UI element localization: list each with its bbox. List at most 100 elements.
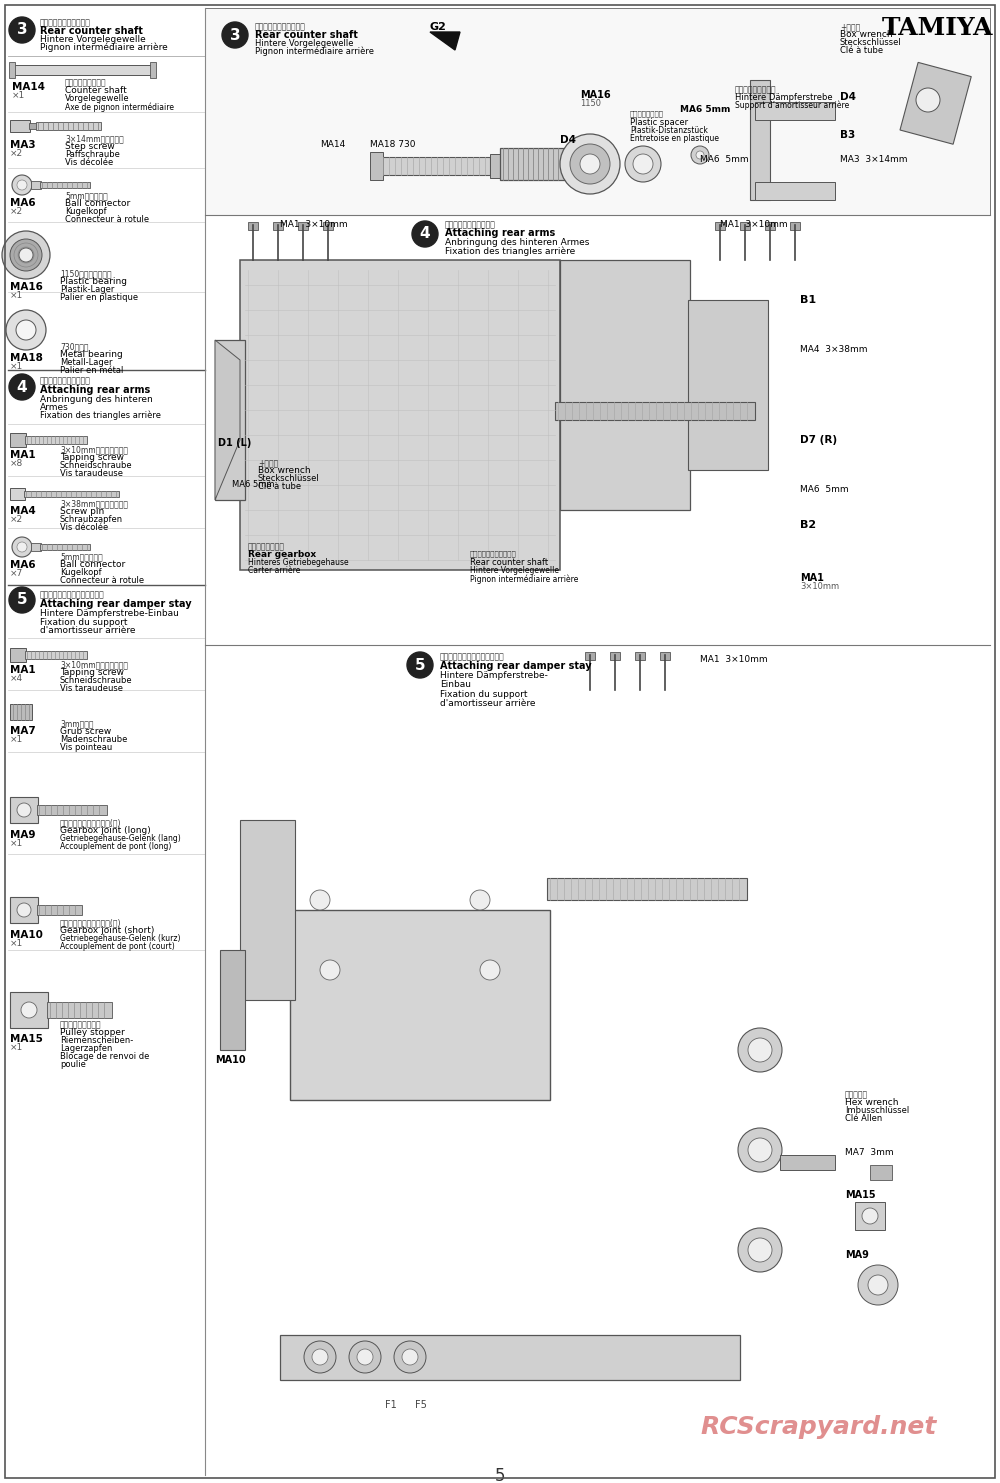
Circle shape xyxy=(12,175,32,194)
Text: MA4: MA4 xyxy=(10,506,36,516)
Bar xyxy=(715,222,725,230)
Bar xyxy=(547,878,747,900)
Text: Steckschlüssel: Steckschlüssel xyxy=(840,39,902,47)
Circle shape xyxy=(862,1209,878,1223)
Bar xyxy=(240,260,560,569)
Text: ×2: ×2 xyxy=(10,148,23,159)
Text: ×7: ×7 xyxy=(10,569,23,578)
Bar xyxy=(900,62,971,144)
Text: ×1: ×1 xyxy=(10,362,23,371)
Text: MA15: MA15 xyxy=(10,1034,43,1044)
Circle shape xyxy=(560,133,620,194)
Text: リヤダンパーステーの取り付け: リヤダンパーステーの取り付け xyxy=(40,590,105,599)
Text: プーリーストッパー: プーリーストッパー xyxy=(60,1020,102,1029)
Text: Palier en métal: Palier en métal xyxy=(60,366,123,375)
Text: Connecteur à rotule: Connecteur à rotule xyxy=(65,215,149,224)
Text: Screw pin: Screw pin xyxy=(60,507,104,516)
Text: Rear gearbox: Rear gearbox xyxy=(248,550,316,559)
Text: リヤダンパーステーの取り付け: リヤダンパーステーの取り付け xyxy=(440,653,505,661)
Text: Palier en plastique: Palier en plastique xyxy=(60,294,138,303)
Bar xyxy=(25,651,87,658)
Text: Hintere Vorgelegewelle: Hintere Vorgelegewelle xyxy=(470,567,559,575)
Text: MA1  3×10mm: MA1 3×10mm xyxy=(280,219,348,228)
Text: +レンチ: +レンチ xyxy=(840,22,860,31)
Text: Hintere Vorgelegewelle: Hintere Vorgelegewelle xyxy=(255,39,354,47)
Bar xyxy=(740,222,750,230)
Text: リヤロアームの取り付け: リヤロアームの取り付け xyxy=(445,219,496,228)
Text: Attaching rear arms: Attaching rear arms xyxy=(445,228,555,237)
Text: Clé à tube: Clé à tube xyxy=(840,46,883,55)
Text: 5mmピロボール: 5mmピロボール xyxy=(60,552,103,561)
Text: リヤギヤーケース: リヤギヤーケース xyxy=(248,541,285,552)
Bar xyxy=(635,653,645,660)
Text: 4: 4 xyxy=(17,380,27,394)
Text: Hintere Vorgelegewelle: Hintere Vorgelegewelle xyxy=(40,36,146,44)
Bar xyxy=(750,80,770,200)
Text: ×2: ×2 xyxy=(10,515,23,523)
Circle shape xyxy=(304,1341,336,1373)
Bar xyxy=(25,436,87,443)
Text: d'amortisseur arrière: d'amortisseur arrière xyxy=(440,698,536,707)
Text: MA6  5mm: MA6 5mm xyxy=(700,156,749,165)
Text: Clé Allen: Clé Allen xyxy=(845,1114,882,1123)
Text: Connecteur à rotule: Connecteur à rotule xyxy=(60,575,144,584)
Text: Anbringung des hinteren Armes: Anbringung des hinteren Armes xyxy=(445,237,589,248)
Text: Carter arrière: Carter arrière xyxy=(248,567,300,575)
Text: プラススペーサー: プラススペーサー xyxy=(630,110,664,117)
Text: 3: 3 xyxy=(230,28,240,43)
Circle shape xyxy=(21,1003,37,1017)
Circle shape xyxy=(17,179,27,190)
Bar xyxy=(370,151,383,179)
Text: リヤカウンターシャフト: リヤカウンターシャフト xyxy=(255,22,306,31)
Text: 1150プラベアリング: 1150プラベアリング xyxy=(60,268,112,277)
Text: Tapping screw: Tapping screw xyxy=(60,452,124,463)
Text: Rear counter shaft: Rear counter shaft xyxy=(255,30,358,40)
Text: Fixation des triangles arrière: Fixation des triangles arrière xyxy=(445,248,575,257)
Text: Pignon intermédiaire arrière: Pignon intermédiaire arrière xyxy=(40,43,168,52)
Text: RCScrapyard.net: RCScrapyard.net xyxy=(700,1415,936,1439)
Bar xyxy=(12,65,152,76)
Text: Hintere Dämpferstrebe: Hintere Dämpferstrebe xyxy=(735,93,833,102)
Circle shape xyxy=(17,802,31,817)
Text: MA15: MA15 xyxy=(845,1189,876,1200)
Text: 5: 5 xyxy=(495,1467,505,1483)
Text: ×1: ×1 xyxy=(10,736,23,744)
Bar xyxy=(29,123,37,129)
Circle shape xyxy=(748,1137,772,1163)
Circle shape xyxy=(412,221,438,248)
Circle shape xyxy=(738,1129,782,1172)
Circle shape xyxy=(12,537,32,558)
Bar xyxy=(855,1203,885,1229)
Circle shape xyxy=(17,903,31,916)
Text: D4: D4 xyxy=(560,135,576,145)
Text: MA6 5mm: MA6 5mm xyxy=(680,105,730,114)
Circle shape xyxy=(9,587,35,612)
Text: Tapping screw: Tapping screw xyxy=(60,667,124,678)
Text: Getriebegehause-Gelenk (lang): Getriebegehause-Gelenk (lang) xyxy=(60,833,181,842)
Text: Fixation des triangles arrière: Fixation des triangles arrière xyxy=(40,411,161,421)
Bar xyxy=(248,222,258,230)
Text: Schraubzapfen: Schraubzapfen xyxy=(60,515,123,523)
Circle shape xyxy=(748,1238,772,1262)
Text: ×1: ×1 xyxy=(10,1043,23,1051)
Circle shape xyxy=(916,87,940,113)
Bar xyxy=(150,62,156,79)
Text: B3: B3 xyxy=(840,131,855,139)
Text: F1: F1 xyxy=(385,1400,397,1410)
Text: Grub screw: Grub screw xyxy=(60,727,111,736)
Text: Einbau: Einbau xyxy=(440,681,471,690)
Bar xyxy=(205,7,990,215)
Circle shape xyxy=(748,1038,772,1062)
Circle shape xyxy=(407,653,433,678)
Bar xyxy=(10,796,38,823)
Text: MA6  5mm: MA6 5mm xyxy=(800,485,849,494)
Bar xyxy=(610,653,620,660)
Circle shape xyxy=(310,890,330,911)
Text: Schneidschraube: Schneidschraube xyxy=(60,461,133,470)
Circle shape xyxy=(357,1350,373,1364)
Text: MA16: MA16 xyxy=(10,282,43,292)
Text: Vis pointeau: Vis pointeau xyxy=(60,743,112,752)
Bar xyxy=(31,543,41,552)
Text: Box wrench: Box wrench xyxy=(840,30,893,39)
Text: Rear counter shaft: Rear counter shaft xyxy=(470,558,548,567)
